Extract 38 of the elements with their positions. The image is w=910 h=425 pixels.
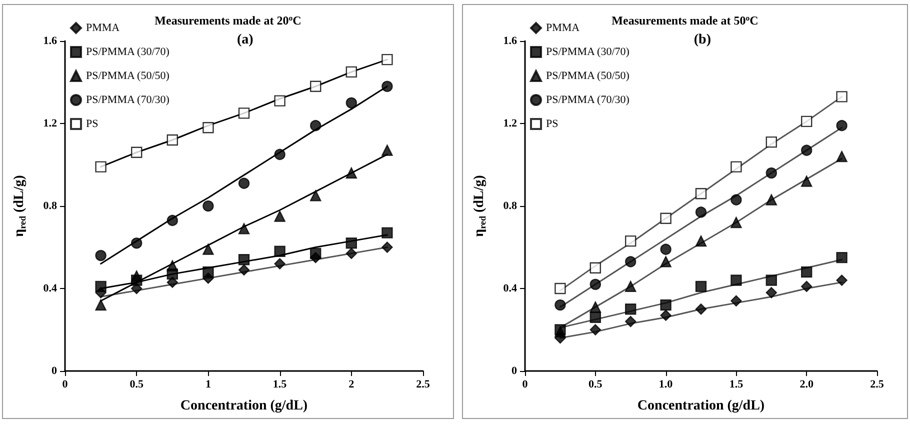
- y-tick-label: 0: [512, 365, 518, 377]
- legend-label: PS/PMMA (50/50): [546, 70, 630, 82]
- y-tick-label: 1.6: [43, 35, 58, 47]
- legend-label: PS/PMMA (70/30): [546, 94, 630, 106]
- x-tick-label: 1.0: [658, 378, 674, 390]
- y-axis-title: ηred (dL/g): [12, 174, 28, 237]
- y-tick-label: 0.4: [43, 282, 58, 294]
- x-tick-label: 1: [205, 378, 211, 390]
- x-tick-label: 0: [522, 378, 528, 390]
- legend-label: PS/PMMA (70/30): [86, 94, 170, 106]
- y-tick-label: 0.8: [503, 200, 518, 212]
- x-tick-label: 2.0: [800, 378, 814, 390]
- legend-label: PS: [546, 118, 558, 130]
- legend-label: PMMA: [546, 22, 580, 34]
- y-tick-label: 1.6: [503, 35, 518, 47]
- x-tick-label: 0: [62, 378, 68, 390]
- x-tick-label: 2.5: [416, 378, 430, 390]
- y-tick-label: 0.4: [503, 282, 518, 294]
- x-tick-label: 0.5: [588, 378, 603, 390]
- y-axis-title: ηred (dL/g): [472, 174, 488, 237]
- x-tick-label: 1.5: [272, 378, 288, 390]
- x-axis-title: Concentration (g/dL): [180, 398, 308, 414]
- y-tick-label: 1.2: [503, 118, 518, 130]
- y-tick-label: 0: [52, 365, 58, 377]
- legend-label: PMMA: [86, 22, 120, 34]
- legend-label: PS/PMMA (30/70): [86, 46, 170, 58]
- x-tick-label: 2.5: [870, 378, 884, 390]
- y-tick-label: 0.8: [43, 200, 58, 212]
- legend-label: PS/PMMA (30/70): [546, 46, 630, 58]
- y-tick-label: 1.2: [43, 118, 58, 130]
- legend-label: PS/PMMA (50/50): [86, 70, 170, 82]
- x-tick-label: 0.5: [130, 378, 144, 390]
- x-tick-label: 2: [348, 378, 355, 390]
- x-tick-label: 1.5: [729, 378, 744, 390]
- annotation: (a): [237, 32, 254, 48]
- annotation: (b): [694, 32, 712, 48]
- legend-label: PS: [86, 118, 98, 130]
- x-axis-title: Concentration (g/dL): [637, 398, 765, 414]
